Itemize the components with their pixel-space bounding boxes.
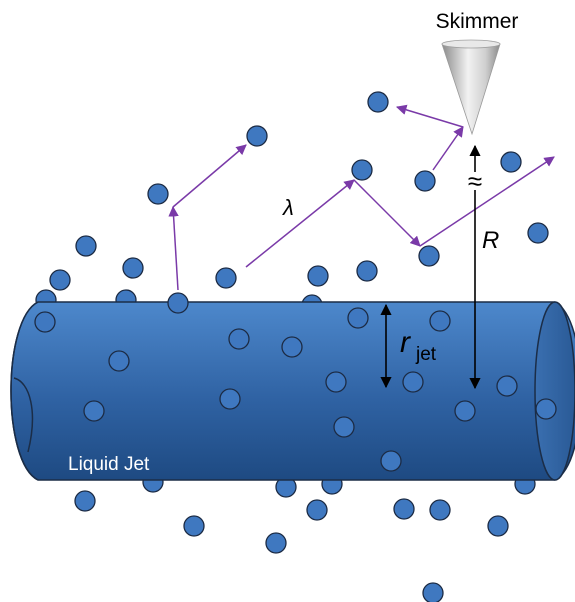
trajectory-arrow bbox=[168, 205, 179, 291]
molecule bbox=[49, 269, 71, 291]
molecule bbox=[265, 532, 287, 554]
molecule bbox=[402, 371, 424, 393]
molecule bbox=[333, 416, 355, 438]
molecule bbox=[246, 125, 268, 147]
molecule bbox=[325, 371, 347, 393]
molecule bbox=[414, 170, 436, 192]
skimmer-cone bbox=[441, 43, 501, 136]
molecule bbox=[74, 490, 96, 512]
distance-r-label: R bbox=[482, 227, 499, 254]
molecule bbox=[122, 257, 144, 279]
molecule bbox=[347, 307, 369, 329]
molecule bbox=[500, 151, 522, 173]
jet-radius-label: r bbox=[400, 326, 411, 359]
liquid-molecules bbox=[34, 307, 557, 472]
molecule bbox=[454, 400, 476, 422]
trajectory-arrow bbox=[395, 104, 464, 128]
trajectory-arrow bbox=[353, 179, 421, 247]
liquid-jet-left-groove bbox=[13, 377, 34, 453]
jet-radius-symbol: r bbox=[400, 326, 411, 359]
molecule bbox=[306, 499, 328, 521]
molecule bbox=[215, 267, 237, 289]
skimmer-opening bbox=[441, 39, 501, 49]
skimmer-label: Skimmer bbox=[436, 10, 519, 33]
molecule bbox=[147, 183, 169, 205]
mean-free-path-label: λ bbox=[282, 195, 294, 220]
liquid-jet-left-edge bbox=[10, 301, 39, 481]
molecule bbox=[228, 328, 250, 350]
molecule bbox=[367, 91, 389, 113]
molecule bbox=[108, 350, 130, 372]
break-mark: ≈ bbox=[468, 166, 482, 196]
molecule bbox=[422, 582, 444, 602]
trajectory-arrow bbox=[432, 126, 464, 171]
jet-radius-subscript: jet bbox=[415, 344, 437, 365]
liquid-jet-label: Liquid Jet bbox=[68, 454, 150, 475]
molecule bbox=[307, 265, 329, 287]
molecule bbox=[183, 515, 205, 537]
molecule bbox=[281, 336, 303, 358]
molecule bbox=[496, 375, 518, 397]
liquid-jet-right-cap bbox=[534, 301, 575, 481]
molecule bbox=[429, 499, 451, 521]
molecule bbox=[429, 310, 451, 332]
dimension-markers bbox=[380, 144, 481, 390]
gas-molecules-front bbox=[49, 91, 549, 602]
molecule bbox=[219, 388, 241, 410]
trajectory-arrow bbox=[245, 179, 355, 268]
skimmer bbox=[441, 39, 501, 136]
molecule bbox=[380, 450, 402, 472]
molecule bbox=[418, 245, 440, 267]
molecule bbox=[393, 498, 415, 520]
molecule bbox=[83, 400, 105, 422]
molecule bbox=[351, 159, 373, 181]
molecule bbox=[34, 311, 56, 333]
trajectory-arrow bbox=[419, 156, 555, 247]
molecule bbox=[527, 222, 549, 244]
molecule bbox=[356, 260, 378, 282]
molecule bbox=[487, 515, 509, 537]
molecule bbox=[167, 292, 189, 314]
trajectory-arrow bbox=[172, 144, 247, 208]
molecule bbox=[535, 398, 557, 420]
molecule bbox=[75, 235, 97, 257]
molecule-trajectories bbox=[168, 104, 555, 291]
liquid-jet bbox=[10, 301, 575, 481]
